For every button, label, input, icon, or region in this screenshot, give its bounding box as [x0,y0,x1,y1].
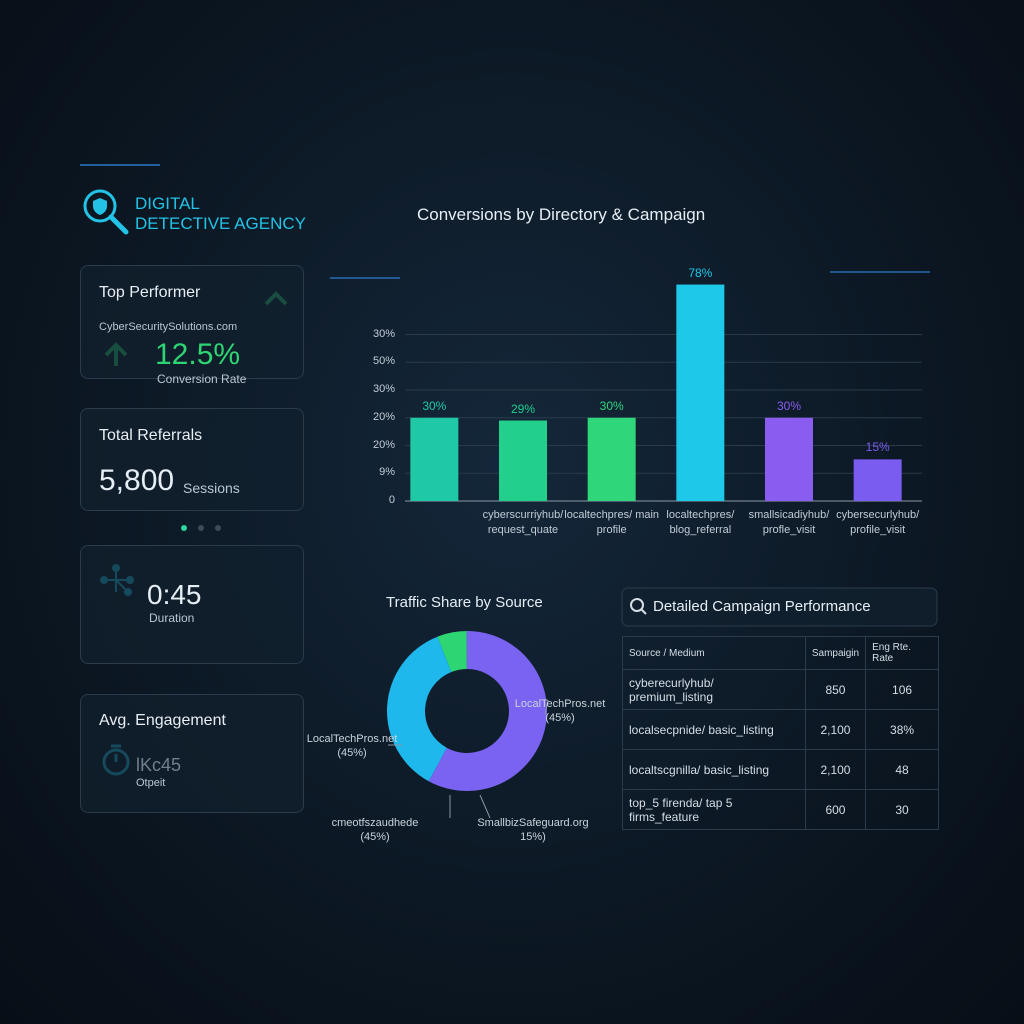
card: Avg. Engagement lKc45 Otpeit [80,694,304,813]
card-site: CyberSecuritySolutions.com [99,321,238,333]
table-row: localsecpnide/ basic_listing 2,100 38% [622,709,939,750]
card-value: 5,800 [99,464,175,497]
chart-title: Conversions by Directory & Campaign [417,205,706,224]
y-tick-label: 20% [372,438,395,451]
card-title: Top Performer [99,284,201,301]
y-tick-label: 9% [379,466,395,479]
slice-annotation: LocalTechPros.net (45%) [500,697,620,725]
card-value: lKc45 [136,755,182,775]
y-tick-label: 50% [372,355,395,368]
pager-dot [181,525,187,531]
y-tick-label: 30% [372,327,395,340]
brand-line: DETECTIVE AGENCY [135,214,306,233]
search-icon [640,608,647,615]
column-header: Eng Rte. Rate [865,636,939,670]
value-label: 30% [422,398,447,413]
bar [765,417,813,501]
card-title: Avg. Engagement [99,712,226,729]
table-cell: 2,100 [804,749,867,790]
table-cell: 48 [865,749,939,790]
annotation-text: LocalTechPros.net [306,733,398,745]
leader-line [544,699,549,716]
table-row: cyberecurlyhub/ premium_listing 850 106 [622,669,939,710]
card: Top Performer CyberSecuritySolutions.com… [80,265,304,386]
table-row: top_5 firenda/ tap 5 firms_feature 600 30 [622,789,939,830]
y-tick-label: 20% [372,410,395,423]
table-cell: 850 [804,669,867,710]
pager-dot [198,525,204,531]
table-cell: 600 [804,789,867,830]
y-tick-label: 0 [388,494,395,506]
annotation-text: cmeotfszaudhede [331,817,419,829]
table-cell: 106 [865,669,939,710]
x-tick-label: cybersecurlyhub/ profile_visit [836,509,920,536]
card-caption: Otpeit [136,777,166,789]
table-row: localtscgnilla/ basic_listing 2,100 48 [622,749,939,790]
bar [676,284,725,501]
search-icon [630,598,644,612]
table-cell: top_5 firenda/ tap 5 firms_feature [622,789,806,830]
x-tick-label: cyberscurriyhub/ request_quate [482,509,564,536]
x-tick-label: smallsicadiyhub/ profle_visit [748,509,830,536]
pie-slice [387,636,452,782]
column-header: Source / Medium [622,636,806,670]
column-header: Sampaigin [804,636,867,670]
annotation-text: SmallbizSafeguard.org [477,817,589,829]
card-title: Total Referrals [99,427,203,444]
campaign-table: Source / Medium Sampaigin Eng Rte. Rate cy… [622,636,939,830]
x-tick-label: localtechpres/ blog_referral [666,509,735,536]
annotation-text: LocalTechPros.net [514,698,606,710]
value-label: 30% [776,398,802,413]
annotation-sub: 15%) [520,831,546,843]
card-caption: Duration [149,611,195,625]
table-cell: cyberecurlyhub/ premium_listing [622,669,806,710]
slice-annotation: cmeotfszaudhede (45%) [315,816,435,844]
search-box[interactable] [621,587,938,627]
annotation-sub: (45%) [360,831,390,843]
table-cell: localsecpnide/ basic_listing [622,709,806,750]
leader-line [479,794,491,819]
value-label: 78% [688,265,713,280]
pager-dot [215,525,221,531]
slice-annotation: SmallbizSafeguard.org 15%) [473,816,593,844]
annotation-sub: (45%) [337,747,367,759]
chart-title: Traffic Share by Source [386,594,543,611]
brand-line: DIGITAL [135,194,200,213]
card-unit: Sessions [183,480,240,496]
x-tick-label: localtechpres/ main profile [564,509,660,536]
card-caption: Conversion Rate [157,372,247,386]
table-cell: 38% [865,709,939,750]
y-tick-label: 30% [372,383,395,395]
pie-slice [437,631,467,672]
pie-slice [428,631,548,792]
brand-icon [83,189,129,235]
card: 0:45 Duration [80,545,304,664]
table-cell: 30 [865,789,939,830]
brand: DIGITAL DETECTIVE AGENCY [135,194,306,234]
card-value: 12.5% [155,338,241,371]
value-label: 30% [599,398,624,413]
card: Total Referrals 5,800 Sessions [80,408,304,511]
slice-annotation: LocalTechPros.net (45%) [292,732,412,760]
table-title: Detailed Campaign Performance [653,598,871,615]
value-label: 29% [510,401,536,416]
bar [410,417,459,501]
bar [587,417,636,501]
header-row: Source / Medium Sampaigin Eng Rte. Rate [622,636,939,670]
bar [853,459,902,501]
bar [499,420,547,501]
table-cell: localtscgnilla/ basic_listing [622,749,806,790]
table-body: cyberecurlyhub/ premium_listing 850 106 loc… [622,669,939,830]
value-label: 15% [865,440,890,455]
table-cell: 2,100 [804,709,867,750]
annotation-sub: (45%) [545,712,575,724]
card-value: 0:45 [147,579,202,610]
